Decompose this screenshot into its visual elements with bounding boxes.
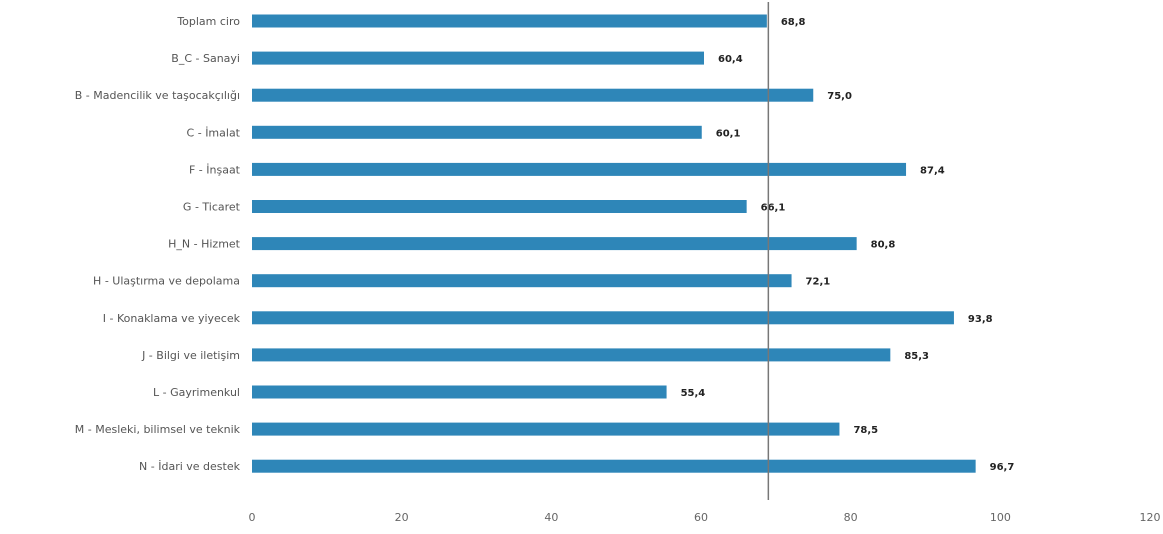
x-tick-label: 0 bbox=[249, 511, 256, 524]
x-tick-label: 40 bbox=[544, 511, 558, 524]
value-label: 60,1 bbox=[716, 128, 741, 139]
category-label: G - Ticaret bbox=[183, 201, 241, 214]
category-label: B - Madencilik ve taşocakçılığı bbox=[75, 89, 240, 102]
bar bbox=[252, 88, 814, 102]
category-label: L - Gayrimenkul bbox=[153, 386, 240, 399]
x-tick-label: 120 bbox=[1140, 511, 1161, 524]
x-tick-label: 60 bbox=[694, 511, 708, 524]
value-label: 80,8 bbox=[871, 240, 896, 251]
bar bbox=[252, 385, 667, 399]
value-label: 66,1 bbox=[761, 203, 786, 214]
category-label: Toplam ciro bbox=[176, 15, 240, 28]
bar bbox=[252, 274, 792, 288]
x-tick-label: 20 bbox=[395, 511, 409, 524]
category-label: H - Ulaştırma ve depolama bbox=[93, 275, 240, 288]
value-label: 72,1 bbox=[806, 277, 831, 288]
category-label: N - İdari ve destek bbox=[139, 460, 241, 473]
value-label: 93,8 bbox=[968, 314, 993, 325]
bar bbox=[252, 162, 907, 176]
bar bbox=[252, 311, 954, 325]
category-label: B_C - Sanayi bbox=[171, 52, 240, 65]
bar bbox=[252, 125, 702, 139]
bar bbox=[252, 14, 767, 28]
category-label: M - Mesleki, bilimsel ve teknik bbox=[75, 423, 241, 436]
value-label: 78,5 bbox=[853, 425, 878, 436]
bar bbox=[252, 200, 747, 213]
value-label: 85,3 bbox=[904, 351, 929, 362]
category-label: J - Bilgi ve iletişim bbox=[141, 349, 240, 362]
value-label: 87,4 bbox=[920, 165, 945, 176]
bar bbox=[252, 237, 857, 251]
bar bbox=[252, 51, 704, 65]
value-label: 60,4 bbox=[718, 54, 743, 65]
category-label: H_N - Hizmet bbox=[168, 238, 241, 251]
x-tick-label: 80 bbox=[844, 511, 858, 524]
category-label: C - İmalat bbox=[187, 126, 241, 139]
category-label: F - İnşaat bbox=[189, 163, 241, 176]
category-label: I - Konaklama ve yiyecek bbox=[103, 312, 241, 325]
x-tick-label: 100 bbox=[990, 511, 1011, 524]
bar bbox=[252, 422, 840, 436]
value-label: 75,0 bbox=[827, 91, 852, 102]
bar bbox=[252, 348, 891, 362]
value-label: 55,4 bbox=[681, 388, 706, 399]
value-label: 68,8 bbox=[781, 17, 806, 28]
bar bbox=[252, 459, 976, 473]
value-label: 96,7 bbox=[990, 462, 1015, 473]
